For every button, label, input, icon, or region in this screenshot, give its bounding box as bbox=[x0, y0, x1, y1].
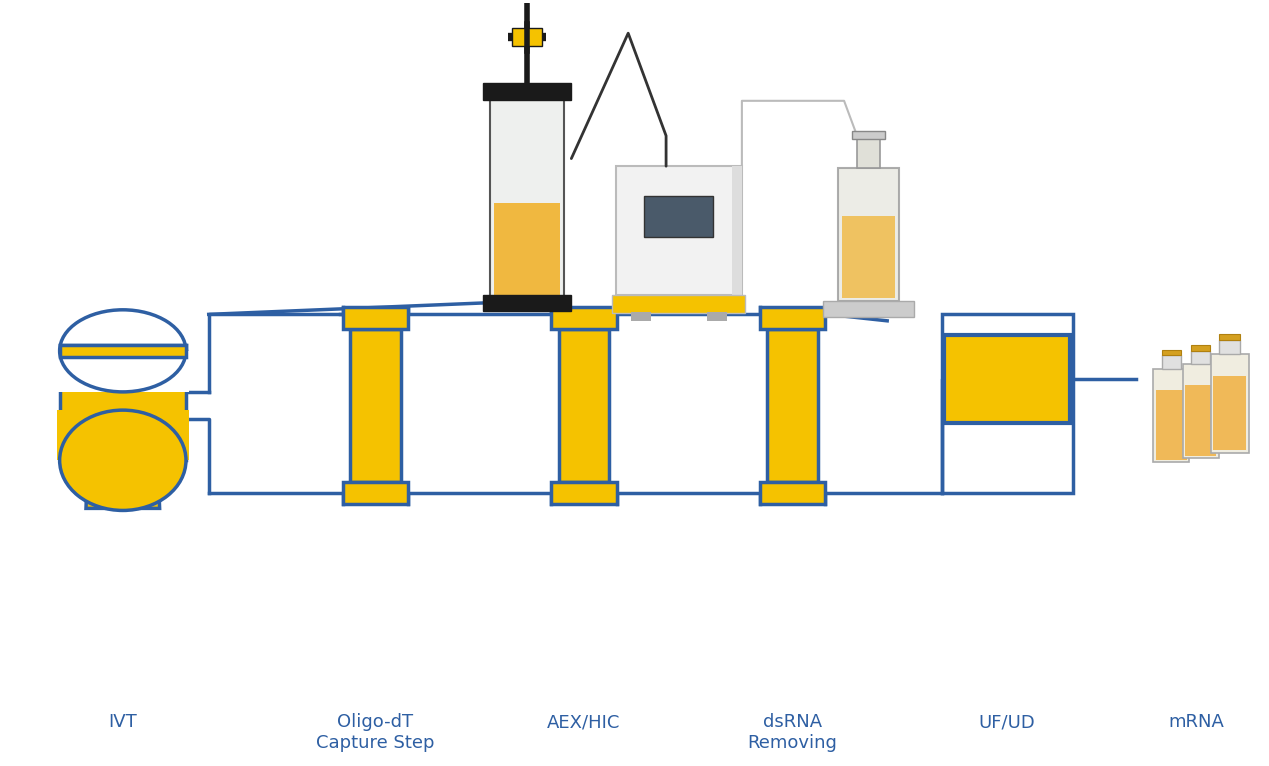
Bar bbox=[1161, 355, 1181, 368]
Bar bbox=[350, 329, 401, 482]
Bar bbox=[643, 196, 713, 237]
Bar bbox=[494, 203, 560, 296]
Bar bbox=[60, 345, 187, 357]
Bar bbox=[732, 166, 742, 296]
Bar bbox=[760, 482, 825, 504]
Bar bbox=[60, 345, 187, 357]
Bar bbox=[1213, 376, 1246, 450]
Bar bbox=[551, 482, 617, 504]
Bar bbox=[822, 301, 914, 317]
Bar bbox=[60, 351, 187, 460]
Bar bbox=[631, 312, 651, 321]
Bar bbox=[343, 306, 409, 329]
Bar bbox=[1154, 368, 1189, 463]
Bar bbox=[1220, 334, 1240, 340]
Bar bbox=[760, 306, 825, 329]
Bar bbox=[1211, 354, 1249, 453]
Polygon shape bbox=[142, 488, 160, 509]
Text: UF/UD: UF/UD bbox=[978, 713, 1036, 732]
Bar bbox=[1156, 390, 1187, 460]
Text: IVT: IVT bbox=[108, 713, 137, 732]
Bar bbox=[851, 131, 884, 139]
Bar bbox=[343, 482, 409, 504]
Bar bbox=[615, 166, 742, 296]
Bar bbox=[490, 94, 563, 300]
Text: AEX/HIC: AEX/HIC bbox=[547, 713, 621, 732]
Ellipse shape bbox=[60, 410, 187, 510]
Bar bbox=[57, 410, 189, 460]
Bar bbox=[511, 28, 542, 47]
Bar bbox=[1220, 340, 1240, 354]
Bar bbox=[1190, 345, 1211, 351]
Bar bbox=[707, 312, 727, 321]
Bar bbox=[551, 306, 617, 329]
Bar bbox=[483, 83, 571, 100]
Polygon shape bbox=[86, 488, 104, 509]
Text: Oligo-dT
Capture Step: Oligo-dT Capture Step bbox=[316, 713, 435, 752]
Bar bbox=[1183, 364, 1218, 458]
Bar bbox=[944, 336, 1070, 423]
Bar bbox=[841, 215, 895, 298]
Text: mRNA: mRNA bbox=[1169, 713, 1225, 732]
Bar bbox=[558, 329, 609, 482]
Text: dsRNA
Removing: dsRNA Removing bbox=[747, 713, 838, 752]
Bar bbox=[57, 351, 189, 392]
Bar bbox=[838, 168, 898, 301]
Bar bbox=[1190, 351, 1211, 364]
Bar bbox=[768, 329, 817, 482]
Bar bbox=[1161, 350, 1181, 355]
Bar bbox=[857, 139, 879, 168]
Bar bbox=[483, 295, 571, 311]
Bar bbox=[1185, 385, 1216, 456]
Bar bbox=[942, 314, 1072, 493]
Bar bbox=[613, 296, 745, 313]
